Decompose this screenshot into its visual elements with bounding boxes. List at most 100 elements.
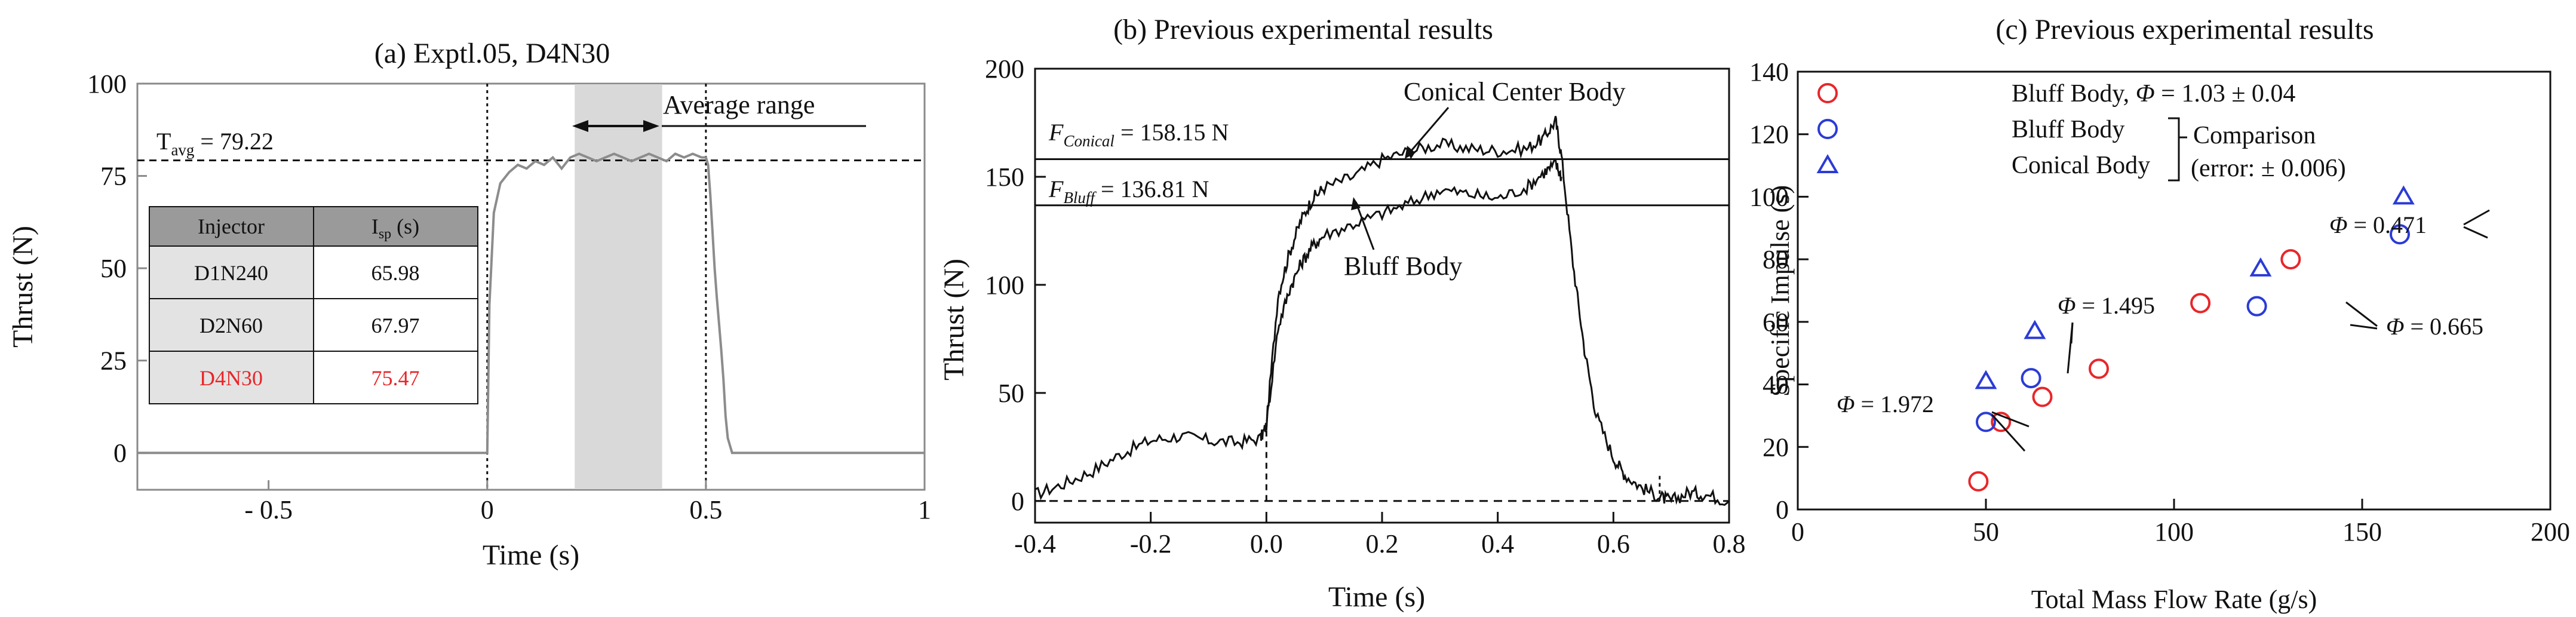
phi-1972-arrow-up xyxy=(1991,411,2030,428)
legend-bluff-body-phi: Bluff Body, Φ = 1.03 ± 0.04 xyxy=(2012,80,2295,108)
x-tick-label: 1 xyxy=(918,495,931,524)
x-tick-label: -0.4 xyxy=(1014,529,1056,558)
average-range-arrowhead-right xyxy=(643,120,659,132)
y-tick-label: 150 xyxy=(985,162,1024,192)
x-tick-label: -0.2 xyxy=(1130,529,1172,558)
blue-triangle-point xyxy=(2024,320,2046,339)
panel-c-x-ticks: 0 50 100 150 200 xyxy=(1791,499,2570,547)
y-tick-label: 100 xyxy=(1749,182,1789,211)
x-tick-label: 200 xyxy=(2531,517,2570,547)
blue-triangle-point xyxy=(2249,257,2272,277)
phi-0471-arrow-up xyxy=(2463,209,2490,226)
panel-a-x-ticks: - 0.5 0 0.5 1 xyxy=(244,480,931,524)
red-circle-point xyxy=(1968,471,1989,492)
table-row-2-isp: 67.97 xyxy=(371,314,420,337)
panel-b-title: (b) Previous experimental results xyxy=(1113,14,1493,45)
panel-c-plot-area xyxy=(1968,185,2415,492)
bluff-body-annotation: Bluff Body xyxy=(1344,251,1462,281)
x-tick-label: 150 xyxy=(2342,517,2382,547)
phi-1972-arrow-down xyxy=(1991,413,2026,452)
phi-0665-arrow-up xyxy=(2345,301,2378,327)
table-row-3-injector: D4N30 xyxy=(199,366,263,390)
table-row-3-isp: 75.47 xyxy=(371,366,420,390)
blue-circle-point xyxy=(2021,368,2041,389)
blue-circle-point xyxy=(2246,296,2267,317)
panel-c-x-label: Total Mass Flow Rate (g/s) xyxy=(2031,585,2317,614)
panel-a-x-label: Time (s) xyxy=(483,539,579,571)
panel-a-frame xyxy=(136,82,926,491)
average-range-arrowhead-left xyxy=(572,120,588,132)
panel-a-title: (a) Exptl.05, D4N30 xyxy=(374,38,610,69)
isp-table: Injector Isp (s) D1N240 65.98 D2N60 67.9… xyxy=(149,206,478,404)
x-tick-label: 0.8 xyxy=(1713,529,1746,558)
phi-1495-label: Φ = 1.495 xyxy=(2058,292,2155,319)
x-tick-label: 0 xyxy=(481,495,494,524)
panel-b: (b) Previous experimental results 0 50 100… xyxy=(938,14,1746,613)
table-row-1-isp: 65.98 xyxy=(371,261,420,285)
conical-annotation-arrow xyxy=(1407,107,1450,155)
blue-circle-point xyxy=(2390,224,2410,245)
x-tick-label: 100 xyxy=(2154,517,2194,547)
y-tick-label: 75 xyxy=(100,162,127,191)
conical-center-body-line xyxy=(1034,116,1730,507)
panel-b-y-ticks: 0 50 100 150 200 xyxy=(985,54,1046,516)
red-circle-point xyxy=(2280,249,2301,270)
phi-0665-label: Φ = 0.665 xyxy=(2386,313,2483,340)
table-row-2-name-cell xyxy=(149,298,314,352)
thrust-trace-line xyxy=(137,152,925,455)
y-tick-label: 50 xyxy=(998,379,1024,408)
average-range-shade xyxy=(575,84,662,489)
panel-a: (a) Exptl.05, D4N30 0 25 50 75 100 - 0.5 0 0.5… xyxy=(7,38,931,571)
x-tick-label: 0.6 xyxy=(1597,529,1630,558)
x-tick-label: 0.4 xyxy=(1481,529,1514,558)
legend-bluff-body: Bluff Body xyxy=(2012,116,2124,143)
blue-triangle-point xyxy=(1975,370,1997,389)
phi-0665-arrow-down xyxy=(2350,324,2378,330)
x-tick-label: 0.5 xyxy=(689,495,722,524)
x-tick-label: 0.0 xyxy=(1250,529,1283,558)
phi-0471-arrow-down xyxy=(2463,226,2488,239)
panel-a-y-label: Thrust (N) xyxy=(7,226,39,348)
phi-1972-label: Φ = 1.972 xyxy=(1837,391,1934,418)
table-header-injector: Injector xyxy=(198,214,265,238)
table-row-3-name-cell xyxy=(149,351,314,404)
conical-center-body-annotation: Conical Center Body xyxy=(1404,77,1626,106)
table-row-2-value-cell xyxy=(313,298,478,352)
x-tick-label: 0.2 xyxy=(1366,529,1399,558)
y-tick-label: 0 xyxy=(1011,487,1024,516)
red-circle-point xyxy=(2089,358,2109,379)
legend-red-circle-marker xyxy=(1817,83,1838,103)
blue-triangle-point xyxy=(2392,185,2415,205)
table-row-3-value-cell xyxy=(313,351,478,404)
y-tick-label: 140 xyxy=(1749,57,1789,87)
panel-b-x-ticks: -0.4 -0.2 0.0 0.2 0.4 0.6 0.8 xyxy=(1014,512,1746,558)
y-tick-label: 50 xyxy=(100,254,127,283)
f-conical-label: FConical = 158.15 N xyxy=(1048,119,1229,150)
t-avg-label: Tavg = 79.22 xyxy=(156,128,274,159)
f-bluff-label: FBluff = 136.81 N xyxy=(1048,176,1209,207)
y-tick-label: 100 xyxy=(87,69,127,99)
red-circle-point xyxy=(1991,412,2012,432)
phi-1495-arrow-down xyxy=(2067,322,2074,374)
legend-conical-body: Conical Body xyxy=(2012,152,2150,179)
table-row-1-name-cell xyxy=(149,245,314,299)
panel-c-title: (c) Previous experimental results xyxy=(1995,14,2374,45)
panel-a-y-ticks: 0 25 50 75 100 xyxy=(87,69,147,468)
conical-annotation-arrowhead xyxy=(1405,146,1416,159)
y-tick-label: 25 xyxy=(100,346,127,376)
red-circle-point xyxy=(2190,293,2211,314)
table-row-1-value-cell xyxy=(313,245,478,299)
comparison-label: Comparison xyxy=(2193,122,2316,149)
x-tick-label: - 0.5 xyxy=(244,495,293,524)
panel-c-frame xyxy=(1797,70,2552,511)
y-tick-label: 0 xyxy=(1776,495,1789,524)
blue-circle-point xyxy=(1976,412,1996,432)
bluff-body-line xyxy=(1265,158,1562,431)
panel-b-x-label: Time (s) xyxy=(1328,581,1425,613)
panel-c: (c) Previous experimental results 0 20 40 6… xyxy=(1749,14,2570,614)
legend-blue-triangle-marker xyxy=(1816,154,1839,173)
y-tick-label: 80 xyxy=(1763,245,1789,274)
comparison-bracket xyxy=(2168,117,2187,182)
error-label: (error: ± 0.006) xyxy=(2191,155,2346,182)
